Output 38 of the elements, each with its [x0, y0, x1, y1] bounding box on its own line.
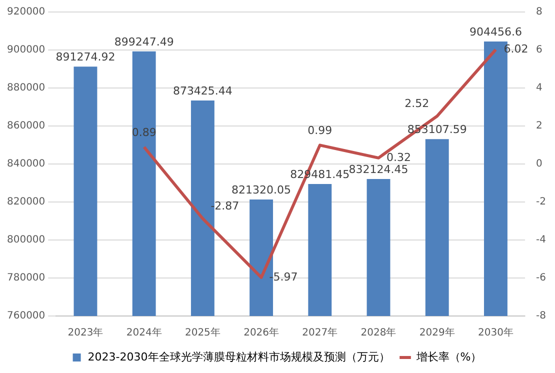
x-tick-label: 2028年 [360, 326, 396, 339]
data-label: 891274.92 [56, 50, 116, 64]
y-tick-label: 880000 [6, 82, 46, 94]
x-tick-label: 2029年 [419, 326, 455, 339]
data-label: 0.89 [132, 126, 156, 139]
y2-tick-label: -6 [536, 272, 546, 284]
y2-tick-label: 8 [536, 6, 542, 18]
y2-tick-label: -2 [536, 196, 546, 208]
data-label: 821320.05 [232, 183, 292, 196]
x-tick-label: 2024年 [126, 326, 162, 339]
x-tick-label: 2030年 [478, 326, 514, 339]
x-tick-label: 2023年 [68, 326, 104, 339]
y-tick-label: 760000 [6, 310, 46, 322]
y2-tick-label: 0 [536, 158, 542, 170]
y-tick-label: 840000 [6, 158, 46, 170]
y-tick-label: 780000 [6, 272, 46, 284]
y2-tick-label: 4 [536, 82, 542, 94]
y2-tick-label: -8 [536, 310, 546, 322]
y-tick-label: 920000 [6, 6, 46, 18]
y2-tick-label: -4 [536, 234, 546, 246]
y2-tick-label: 2 [536, 120, 542, 132]
legend-label: 2023-2030年全球光学薄膜母粒材料市场规模及预测（万元） [88, 350, 390, 364]
data-label: 899247.49 [114, 35, 174, 48]
y-tick-label: 800000 [6, 234, 46, 246]
data-label: 0.32 [386, 150, 412, 164]
y-tick-label: 860000 [6, 120, 46, 132]
data-label: 873425.44 [172, 84, 232, 98]
y-tick-label: 820000 [6, 196, 46, 208]
data-label: 2.52 [404, 96, 430, 110]
x-tick-label: 2026年 [244, 326, 280, 339]
data-label: 0.99 [308, 124, 332, 138]
x-tick-label: 2027年 [302, 326, 338, 339]
y2-tick-label: 6 [536, 44, 542, 56]
x-tick-label: 2025年 [184, 326, 220, 339]
legend-label: 增长率（%） [415, 350, 482, 364]
data-label: 904456.6 [469, 25, 522, 38]
y-tick-label: 900000 [6, 44, 46, 56]
data-label: 832124.45 [348, 162, 408, 176]
